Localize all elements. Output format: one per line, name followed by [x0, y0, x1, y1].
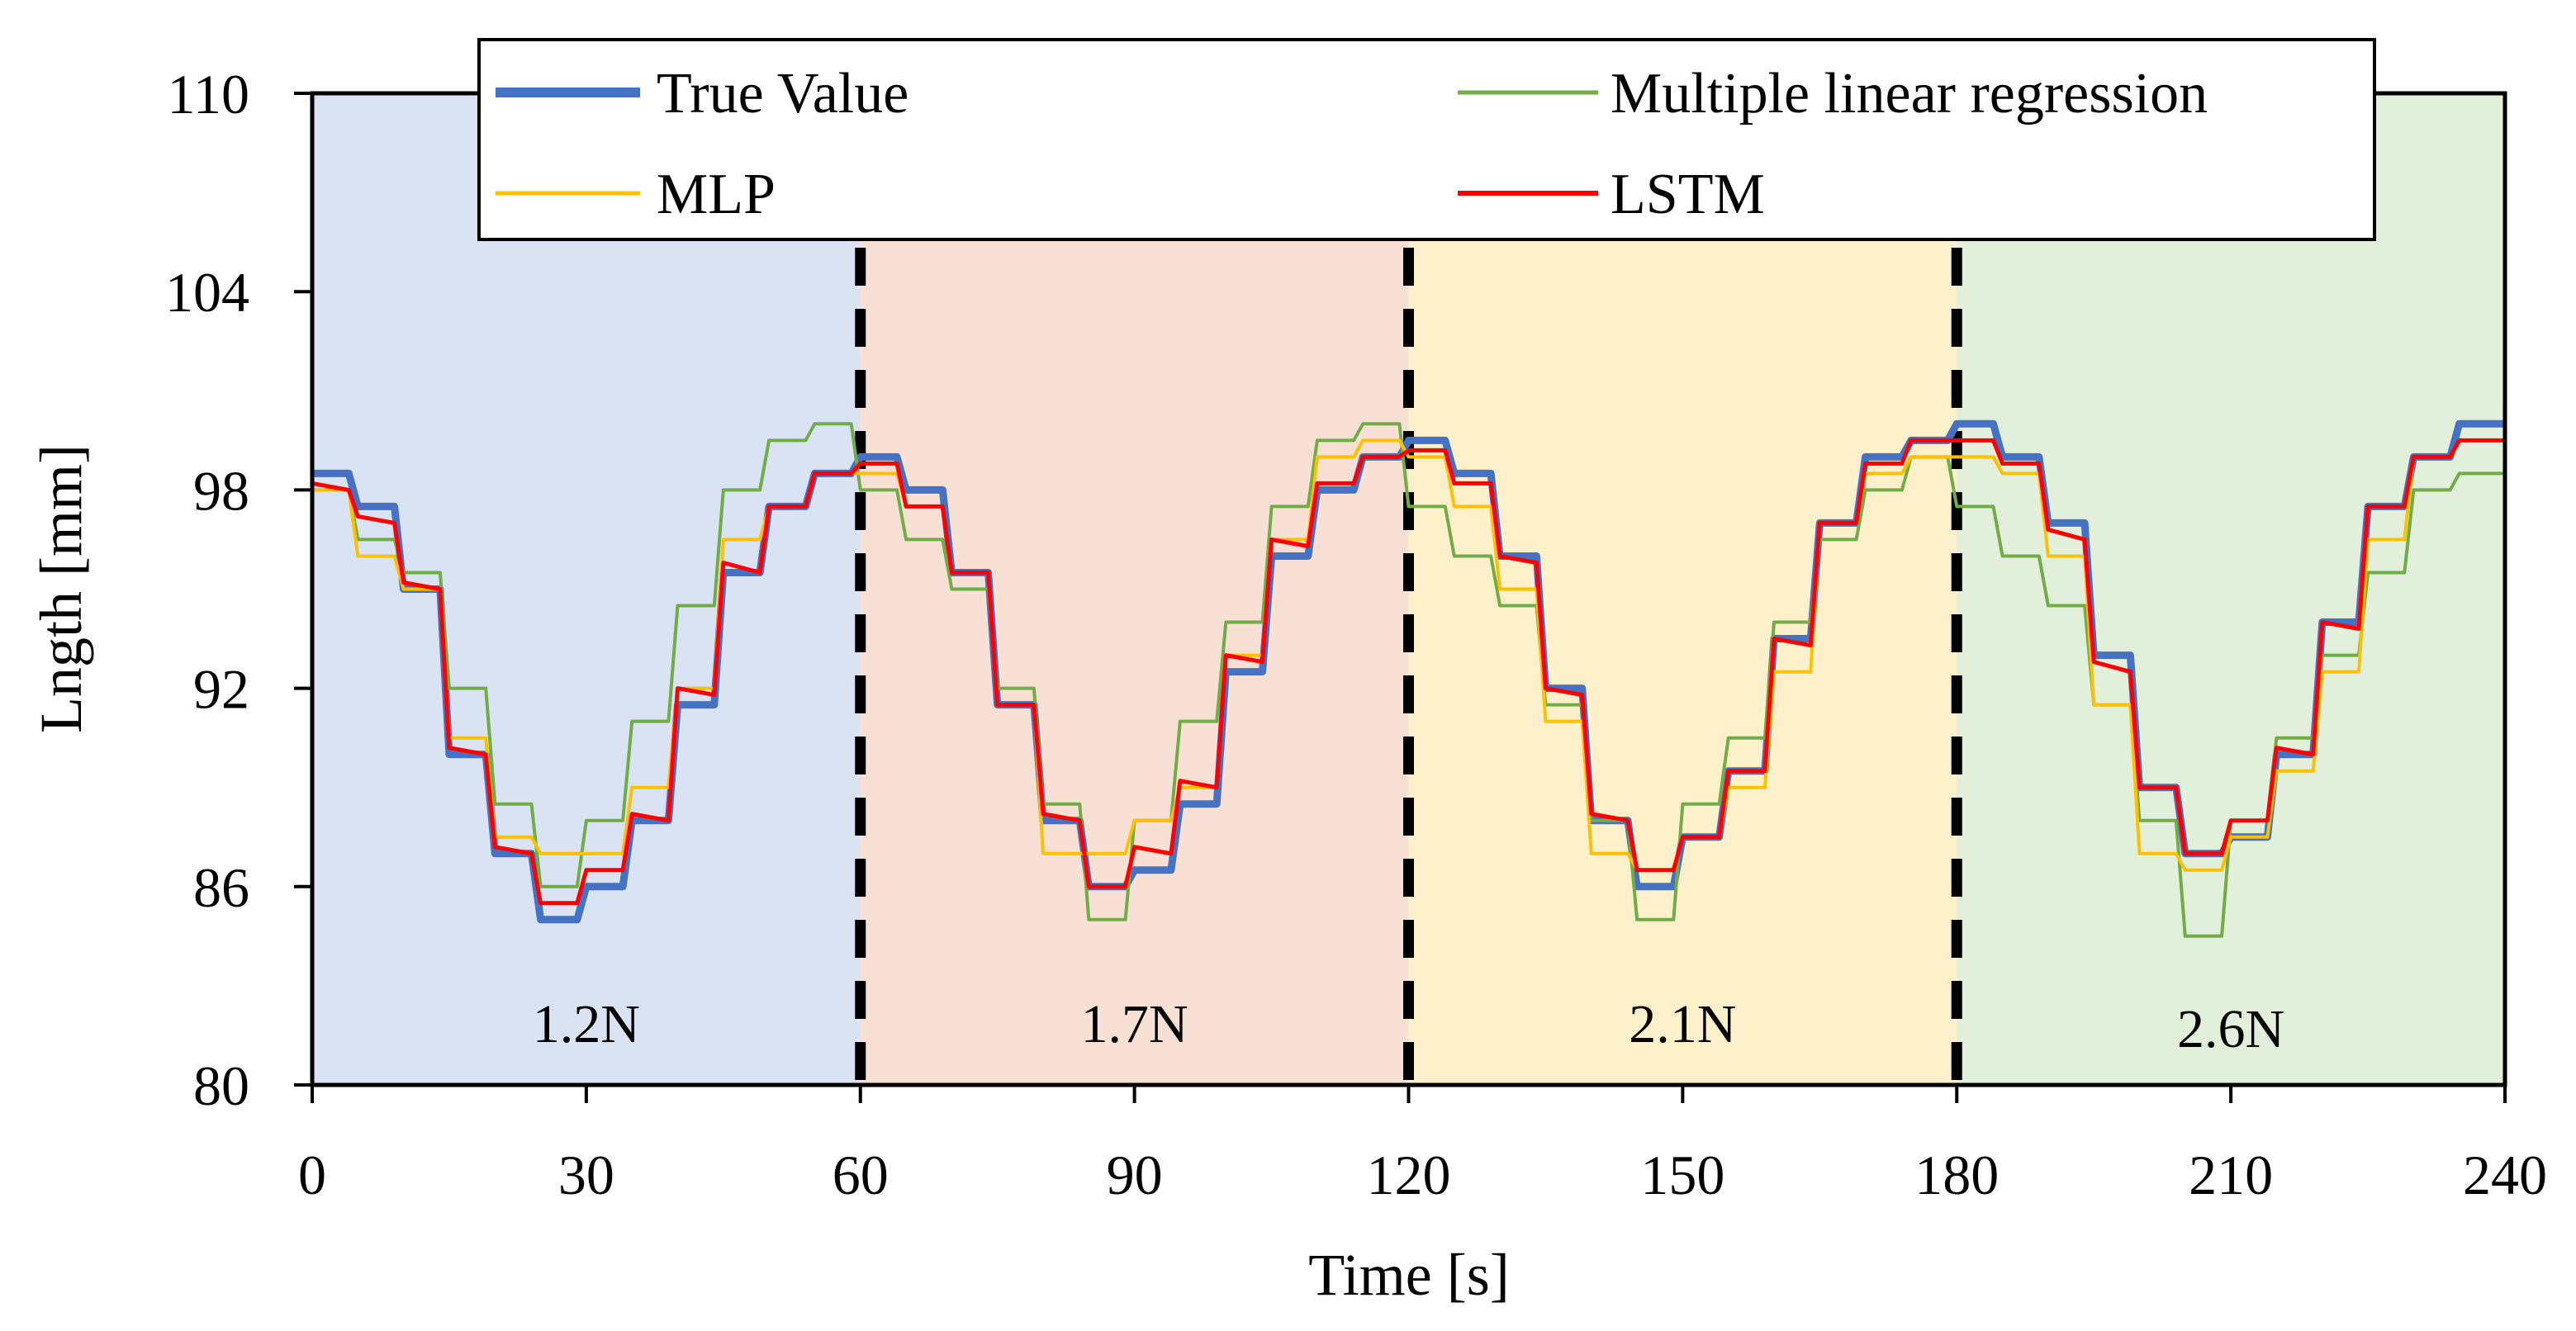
- x-tick-label: 0: [298, 1144, 326, 1206]
- region-label-2-1n: 2.1N: [1629, 994, 1736, 1054]
- x-tick-label: 150: [1640, 1144, 1724, 1206]
- data-series: [311, 419, 2505, 938]
- legend-box: [477, 38, 2376, 241]
- x-tick-label: 240: [2463, 1144, 2547, 1206]
- y-axis-ticks: 80 86 92 98 104 110: [165, 63, 312, 1117]
- region-2-1n: [1408, 93, 1957, 1085]
- legend: True Value Multiple linear regression ML…: [477, 38, 2376, 241]
- y-tick-label: 98: [193, 459, 249, 522]
- series-line-lstm: [311, 438, 2505, 906]
- x-tick-label: 180: [1914, 1144, 1999, 1206]
- legend-label-lstm: LSTM: [1611, 163, 1765, 226]
- shaded-regions: [312, 93, 2505, 1085]
- x-tick-label: 210: [2189, 1144, 2273, 1206]
- y-tick-label: 86: [193, 856, 249, 919]
- region-dividers: [855, 248, 1962, 1085]
- region-label-1-7n: 1.7N: [1081, 994, 1188, 1054]
- y-tick-label: 104: [165, 261, 249, 324]
- legend-entry-mlp: MLP: [496, 163, 776, 226]
- y-axis-label: Lngth [mm]: [28, 444, 94, 733]
- y-tick-label: 80: [193, 1054, 249, 1117]
- region-1-7n: [860, 93, 1409, 1085]
- y-tick-label: 92: [193, 658, 249, 721]
- legend-label-true-value: True Value: [657, 62, 908, 126]
- x-tick-label: 90: [1107, 1144, 1163, 1206]
- x-tick-label: 30: [558, 1144, 614, 1206]
- legend-label-mlr: Multiple linear regression: [1611, 62, 2208, 126]
- x-axis-label: Time [s]: [1308, 1242, 1509, 1308]
- legend-entry-lstm: LSTM: [1458, 163, 1765, 226]
- x-tick-label: 120: [1367, 1144, 1451, 1206]
- x-tick-label: 60: [833, 1144, 889, 1206]
- region-2-6n: [1957, 93, 2505, 1085]
- x-axis-ticks: 0 30 60 90 120 150 180 210 240: [298, 1085, 2547, 1206]
- region-labels: 1.2N 1.7N 2.1N 2.6N: [533, 994, 2284, 1059]
- legend-entry-true-value: True Value: [496, 62, 908, 126]
- region-1-2n: [312, 93, 861, 1085]
- y-tick-label: 110: [168, 63, 249, 126]
- legend-entry-mlr: Multiple linear regression: [1458, 62, 2208, 126]
- legend-label-mlp: MLP: [657, 163, 776, 226]
- region-label-2-6n: 2.6N: [2177, 999, 2284, 1059]
- region-label-1-2n: 1.2N: [533, 994, 640, 1054]
